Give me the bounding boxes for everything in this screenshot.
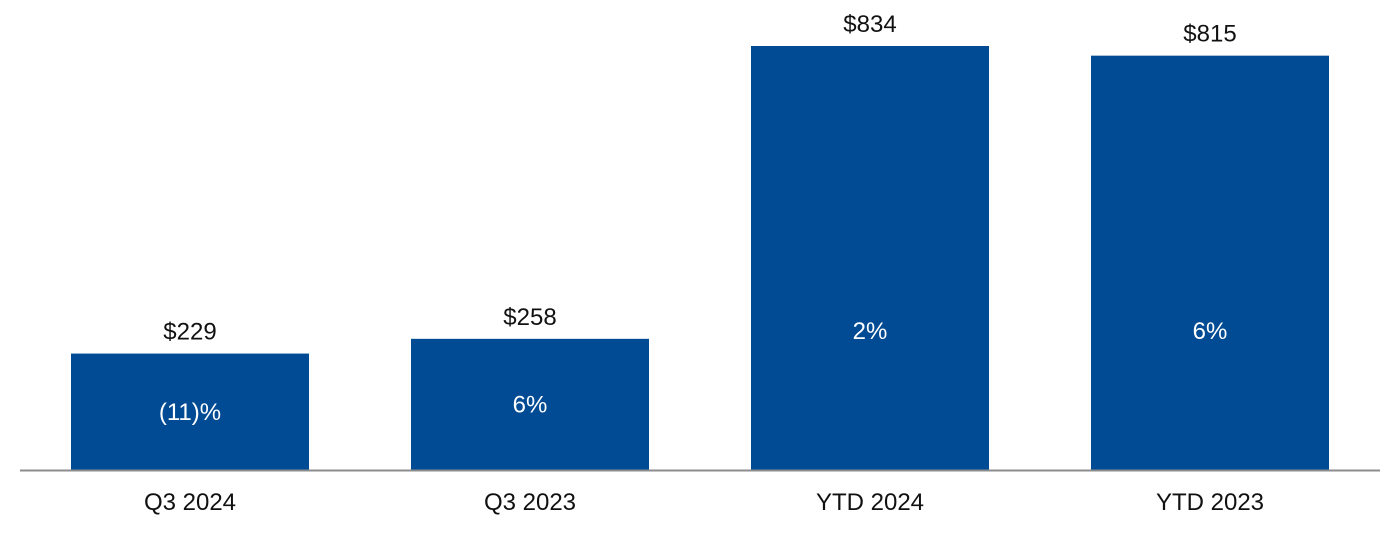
change-label-1: 6% (513, 391, 548, 418)
bar-0 (71, 353, 309, 470)
category-label-2: YTD 2024 (816, 489, 924, 516)
labels-layer: $229 (11)% $258 6% $834 2% $815 6% (159, 11, 1237, 426)
bar-1 (411, 338, 649, 470)
bars-layer (71, 46, 1329, 470)
value-label-3: $815 (1183, 21, 1236, 48)
category-label-1: Q3 2023 (484, 489, 576, 516)
change-label-3: 6% (1193, 318, 1228, 345)
category-label-3: YTD 2023 (1156, 489, 1264, 516)
value-label-2: $834 (843, 11, 896, 38)
change-label-0: (11)% (159, 399, 221, 426)
bar-2 (751, 46, 989, 470)
change-label-2: 2% (853, 318, 888, 345)
value-label-1: $258 (503, 304, 556, 331)
category-label-0: Q3 2024 (144, 489, 236, 516)
category-labels-layer: Q3 2024 Q3 2023 YTD 2024 YTD 2023 (144, 489, 1264, 516)
value-label-0: $229 (163, 319, 216, 346)
bar-3 (1091, 55, 1329, 470)
